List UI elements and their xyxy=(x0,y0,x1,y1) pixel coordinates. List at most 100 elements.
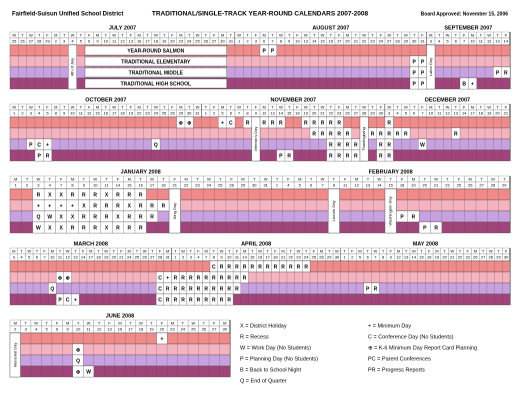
cell-code: R xyxy=(212,275,216,281)
day-number: 14 xyxy=(504,38,509,43)
cell-code: R xyxy=(235,275,239,281)
day-number: 31 xyxy=(229,38,234,43)
day-number: 29 xyxy=(370,110,375,115)
cell-code: + xyxy=(37,203,40,209)
weekday: T xyxy=(74,248,77,253)
day-number: 10 xyxy=(76,326,81,331)
weekday: F xyxy=(351,248,354,253)
weekday: F xyxy=(117,176,120,181)
day-number: 19 xyxy=(129,110,134,115)
cell-code: R xyxy=(197,286,201,292)
day-number: 11 xyxy=(58,254,63,259)
weekday: T xyxy=(188,104,191,109)
weekday: T xyxy=(136,248,139,253)
day-number: 3 xyxy=(37,182,40,187)
marked-cell xyxy=(83,365,94,378)
weekday: W xyxy=(196,104,200,109)
weekday: M xyxy=(429,104,432,109)
cell-code: ⊕ xyxy=(66,275,70,281)
day-number: 20 xyxy=(495,110,500,115)
weekday: W xyxy=(362,32,366,37)
day-number: 29 xyxy=(496,254,501,259)
weekday: W xyxy=(220,248,224,253)
cell-code: R xyxy=(235,264,239,270)
day-number: 16 xyxy=(118,326,123,331)
weekday: T xyxy=(77,320,80,325)
cell-code: P xyxy=(58,297,62,303)
cell-code: R xyxy=(387,120,391,126)
weekday: T xyxy=(271,32,274,37)
day-number: 11 xyxy=(105,182,110,187)
cell-code: R xyxy=(116,225,120,231)
weekday: W xyxy=(335,248,339,253)
month-label: MAY 2008 xyxy=(413,241,438,247)
cell-code: C xyxy=(212,264,216,270)
weekday: T xyxy=(496,104,499,109)
weekday: F xyxy=(213,320,216,325)
weekday: F xyxy=(174,176,177,181)
day-number: 4 xyxy=(287,182,290,187)
track-row xyxy=(9,282,511,295)
weekday: W xyxy=(34,320,38,325)
holiday-box xyxy=(426,44,436,90)
weekday: M xyxy=(12,104,15,109)
marked-cell xyxy=(284,149,294,162)
day-number: 25 xyxy=(195,38,200,43)
weekday: M xyxy=(221,104,224,109)
day-number: 31 xyxy=(420,38,425,43)
day-number: 14 xyxy=(377,182,382,187)
weekday: M xyxy=(387,104,390,109)
weekday: T xyxy=(446,176,449,181)
day-number: 11 xyxy=(343,182,348,187)
day-number: 30 xyxy=(187,110,192,115)
day-number: 31 xyxy=(195,110,200,115)
day-number: 2 xyxy=(246,38,249,43)
day-number: 10 xyxy=(470,38,475,43)
day-number: 7 xyxy=(271,38,274,43)
day-number: 4 xyxy=(49,182,52,187)
day-number: 16 xyxy=(427,254,432,259)
day-number: 15 xyxy=(250,254,255,259)
weekday: T xyxy=(162,176,165,181)
weekday: W xyxy=(191,320,195,325)
cell-code: C xyxy=(229,120,233,126)
weekday: W xyxy=(29,104,33,109)
day-number: 21 xyxy=(434,182,439,187)
cell-code: R xyxy=(105,214,109,220)
legend-entry: Q = End of Quarter xyxy=(240,378,287,384)
cell-code: W xyxy=(47,214,52,220)
weekday: T xyxy=(188,32,191,37)
weekday: F xyxy=(236,248,239,253)
day-number: 13 xyxy=(129,38,134,43)
day-number: 26 xyxy=(468,182,473,187)
day-number: 5 xyxy=(46,326,49,331)
weekday: T xyxy=(480,32,483,37)
day-number: 23 xyxy=(179,38,184,43)
weekday: F xyxy=(130,104,133,109)
day-number: 5 xyxy=(405,110,408,115)
cell-code: R xyxy=(128,192,132,198)
weekday: M xyxy=(469,176,472,181)
day-number: 9 xyxy=(67,326,70,331)
day-number: 7 xyxy=(238,110,241,115)
day-number: 5 xyxy=(80,38,83,43)
day-number: 17 xyxy=(145,38,150,43)
weekday: M xyxy=(12,32,15,37)
cell-code: P xyxy=(421,70,425,76)
weekday: M xyxy=(204,248,207,253)
cell-code: R xyxy=(387,131,391,137)
day-number: 12 xyxy=(396,254,401,259)
marked-cell xyxy=(71,293,80,306)
month-label: MARCH 2008 xyxy=(74,241,108,247)
weekday: F xyxy=(344,176,347,181)
day-number: 10 xyxy=(50,254,55,259)
cell-code: R xyxy=(289,264,293,270)
cell-code: R xyxy=(227,264,231,270)
cell-code: X xyxy=(116,214,120,220)
weekday: W xyxy=(450,248,454,253)
day-number: 19 xyxy=(487,110,492,115)
cell-code: R xyxy=(181,275,185,281)
cell-code: R xyxy=(174,275,178,281)
cell-code: R xyxy=(262,120,266,126)
cell-code: R xyxy=(274,264,278,270)
